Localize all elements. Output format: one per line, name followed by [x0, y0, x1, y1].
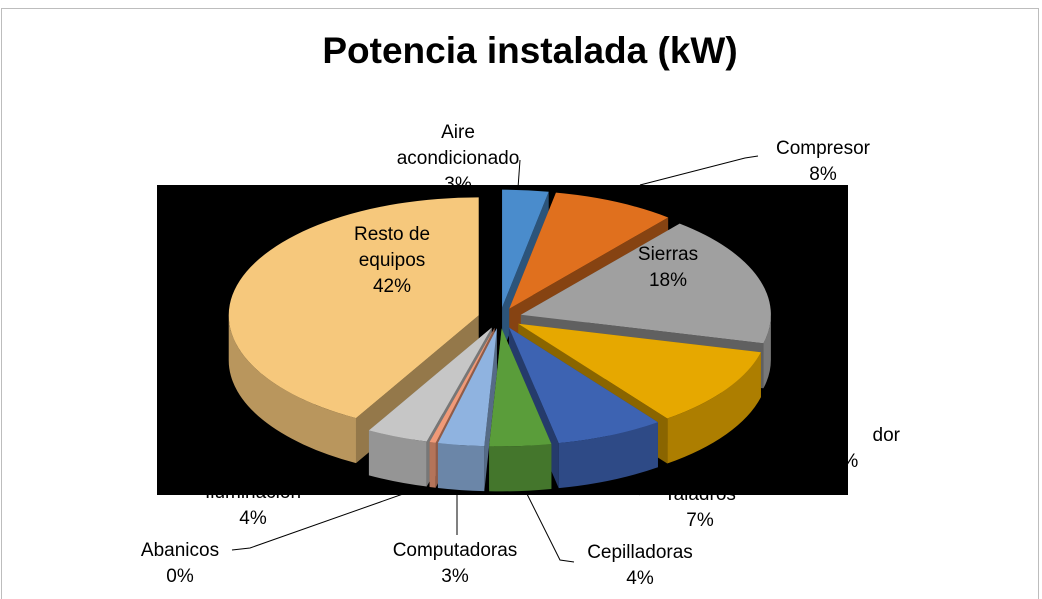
slice-top: [520, 223, 771, 344]
label-name: dor: [872, 425, 900, 446]
label-name: Aire acondicionado: [396, 122, 520, 169]
label-value: 42%: [372, 276, 412, 297]
slice-side: [429, 442, 436, 488]
slice-top: [437, 328, 497, 447]
slice-top: [509, 192, 669, 309]
slice-side: [228, 315, 356, 464]
data-label: Compresor 8%: [760, 136, 886, 188]
label-value: 7%: [686, 510, 714, 531]
data-label: Computadoras 3%: [375, 538, 535, 590]
data-label: Cepilladoras 4%: [568, 540, 712, 592]
slice-side: [558, 422, 658, 489]
data-label: Aire acondicionado3%: [388, 120, 528, 198]
label-name: Computadoras: [392, 540, 518, 561]
slice-side: [368, 430, 427, 487]
label-value: 4%: [239, 508, 267, 529]
slice: [489, 328, 552, 492]
label-name: Compresor: [776, 138, 870, 159]
leader-line: [639, 155, 759, 186]
chart-frame: [1, 8, 1039, 599]
slice-top: [502, 189, 549, 308]
slice-top: [489, 328, 552, 447]
slice-top: [518, 323, 761, 419]
label-name: Cepilladoras: [587, 542, 693, 563]
slice-top: [368, 327, 492, 442]
data-label: Sierras 18%: [608, 242, 728, 294]
label-value: 4%: [626, 568, 654, 589]
slice-side: [437, 442, 485, 492]
data-label: Abanicos 0%: [120, 538, 240, 590]
data-label: Resto de equipos 42%: [332, 222, 452, 300]
label-value: 18%: [648, 270, 688, 291]
label-name: Sierras: [637, 244, 699, 265]
leader-line: [517, 159, 521, 189]
label-value: 0%: [166, 566, 194, 587]
leader-line: [519, 479, 575, 563]
chart-title: Potencia instalada (kW): [322, 30, 738, 71]
slice: [437, 328, 497, 492]
label-value: 8%: [809, 164, 837, 185]
slice-side: [763, 314, 771, 389]
label-name: Resto de equipos: [353, 224, 431, 271]
label-value: 3%: [441, 566, 469, 587]
slice-top: [508, 327, 658, 444]
slice-side: [489, 443, 552, 492]
slice-top: [429, 328, 495, 443]
label-name: Abanicos: [140, 540, 220, 561]
leader-line: [231, 487, 421, 551]
slice-side: [667, 352, 761, 464]
slice-top: [228, 197, 479, 419]
